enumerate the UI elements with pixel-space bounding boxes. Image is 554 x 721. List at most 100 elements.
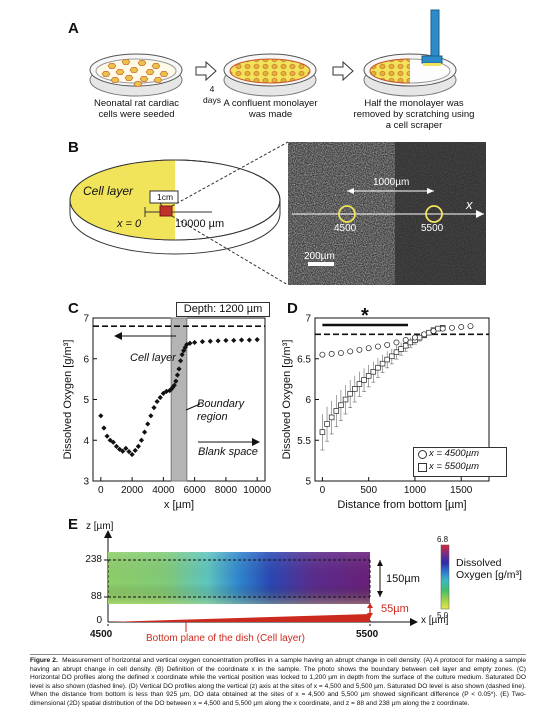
d-point-5500 [333, 408, 340, 414]
d-point-5500 [352, 386, 358, 392]
d-point-4500 [356, 346, 363, 353]
c-blank-arrowhead [252, 438, 260, 446]
step1-caption: Neonatal rat cardiac cells were seeded [93, 98, 180, 120]
inset-size-label: 1cm [156, 192, 174, 202]
z-axis-label: z [µm] [86, 521, 113, 532]
d-point-4500 [458, 324, 465, 330]
c-data-point [177, 358, 184, 364]
site-5500-label: 5500 [421, 223, 444, 234]
projection-line [171, 141, 289, 207]
span-label: 150µm [386, 573, 420, 585]
d-point-5500 [319, 429, 326, 435]
d-point-4500 [319, 351, 326, 358]
x0-label: x = 0 [117, 218, 142, 230]
seeded-cell [159, 71, 169, 77]
d-point-4500 [449, 324, 455, 331]
photo-x-label: x [466, 197, 473, 212]
c-data-point [231, 337, 237, 344]
c-data-point [174, 372, 181, 378]
c-boundary-band [170, 317, 188, 482]
panel-a-figure [89, 9, 457, 97]
d-point-4500 [374, 343, 381, 350]
panel-label-d: D [287, 300, 298, 317]
c-data-point [138, 437, 145, 443]
site-4500-label: 4500 [334, 223, 357, 234]
d-point-5500 [402, 342, 409, 349]
offset-label: 55µm [381, 603, 409, 615]
step2-caption: A confluent monolayer was made [223, 98, 318, 120]
c-data-point [238, 337, 245, 343]
d-point-4500 [393, 339, 400, 346]
seeded-cell [133, 81, 143, 87]
c-boundary-pointer [185, 403, 201, 411]
d-point-4500 [421, 331, 428, 338]
c-xtick-label: 8000 [215, 485, 238, 496]
c-data-point [129, 451, 135, 458]
c-data-point [181, 348, 187, 354]
c-data-point [123, 445, 129, 451]
c-data-point [120, 448, 126, 454]
c-data-point [126, 449, 132, 455]
c-data-point [101, 425, 107, 431]
c-data-point [171, 382, 177, 388]
c-data-point [173, 378, 179, 384]
c-ytick-label: 6 [83, 354, 89, 365]
x-tick-4500: 4500 [90, 629, 113, 640]
d-point-4500 [384, 341, 391, 348]
panel-b-figure [69, 141, 486, 286]
site-5500-marker [425, 205, 443, 223]
d-xtick-label: 0 [320, 485, 326, 496]
c-data-point [192, 339, 198, 346]
c-data-point [154, 398, 160, 405]
projection-line [171, 215, 289, 286]
panel-label-e: E [68, 516, 79, 533]
d-point-5500 [324, 421, 330, 427]
d-point-5500 [379, 360, 386, 367]
d-point-4500 [347, 348, 354, 355]
cell-layer-label: Cell layer [83, 184, 134, 198]
c-data-point [104, 433, 110, 439]
c-data-point [132, 447, 138, 454]
c-data-point [116, 446, 123, 452]
seeded-cell [151, 63, 161, 69]
seeded-cells [101, 59, 169, 87]
caption-divider [30, 654, 526, 655]
cell-scraper-icon [421, 9, 443, 66]
d-ytick-label: 6.5 [297, 354, 311, 365]
petri-dish-confluent [223, 53, 317, 97]
seeded-cell [121, 59, 131, 65]
c-data-point [182, 344, 188, 350]
seeded-cell [101, 71, 111, 77]
d-ytick-label: 5.5 [297, 436, 311, 447]
d-xtick-label: 1500 [450, 485, 473, 496]
seeded-cell [115, 69, 125, 75]
colorbar-min: 5.0 [437, 611, 449, 620]
c-xtick-label: 4000 [152, 485, 175, 496]
d-xlabel: Distance from bottom [µm] [337, 499, 466, 511]
d-point-5500 [361, 377, 367, 383]
legend-box: x = 4500µm x = 5500µm [413, 447, 507, 477]
c-data-point [110, 439, 116, 445]
d-point-4500 [467, 323, 474, 330]
step3-caption: Half the monolayer was removed by scratc… [353, 98, 475, 131]
d-ytick-label: 6 [305, 395, 311, 406]
c-data-point [170, 384, 176, 390]
d-xtick-label: 1000 [404, 485, 427, 496]
e-x-axis-label: x [µm] [421, 615, 449, 626]
d-point-5500 [370, 369, 377, 375]
caption-title: Figure 2. [30, 657, 58, 664]
d-point-5500 [398, 346, 404, 352]
d-point-5500 [338, 402, 344, 408]
c-data-point [254, 336, 260, 343]
d-point-5500 [393, 349, 400, 355]
c-data-point [98, 413, 104, 419]
c-data-point [223, 337, 229, 344]
seeded-cell [107, 63, 117, 69]
arrow-right-icon [332, 60, 354, 82]
c-ytick-label: 7 [83, 314, 89, 325]
site-4500-marker [338, 205, 356, 223]
c-data-point [187, 340, 193, 346]
bottom-plane-label: Bottom plane of the dish (Cell layer) [146, 633, 305, 644]
d-point-4500 [430, 328, 437, 334]
